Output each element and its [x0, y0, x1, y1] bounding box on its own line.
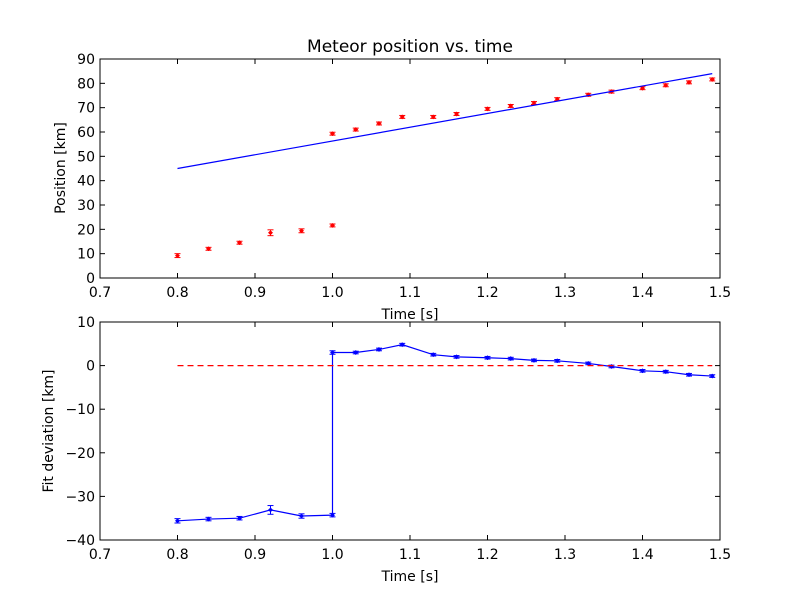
data-point — [430, 352, 436, 358]
data-point — [531, 357, 537, 363]
chart-title: Meteor position vs. time — [307, 37, 513, 57]
x-tick-label: 1.0 — [321, 285, 343, 301]
data-point — [174, 518, 181, 524]
y-tick-label: 0 — [86, 359, 95, 375]
data-point — [484, 106, 491, 112]
x-tick-label: 0.7 — [89, 285, 111, 301]
x-tick-label: 1.2 — [476, 547, 498, 563]
y-tick-label: −10 — [65, 402, 95, 418]
y-tick-label: 20 — [77, 222, 95, 238]
data-point — [639, 368, 646, 374]
x-tick-label: 0.9 — [244, 547, 266, 563]
data-point — [329, 512, 336, 518]
data-point — [453, 354, 460, 360]
x-tick-label: 0.8 — [166, 547, 188, 563]
y-tick-label: 70 — [77, 101, 95, 117]
data-point — [376, 346, 382, 353]
x-tick-label: 1.4 — [631, 547, 653, 563]
y-tick-label: 50 — [77, 149, 95, 165]
x-tick-label: 0.7 — [89, 547, 111, 563]
x-axis-label: Time [s] — [381, 307, 439, 323]
plot-marks — [174, 73, 716, 259]
x-tick-label: 0.9 — [244, 285, 266, 301]
data-point — [236, 240, 243, 246]
x-tick-label: 1.5 — [709, 285, 731, 301]
axis-ticks: 0.7 0.8 0.9 1.0 1.1 1.2 1.3 1.4 1.5 −40 −30 −20 −10 0… — [65, 315, 731, 563]
data-point — [484, 355, 491, 361]
y-tick-label: 10 — [77, 247, 95, 263]
data-point — [663, 369, 669, 375]
y-tick-label: 80 — [77, 76, 95, 92]
y-tick-label: −20 — [65, 446, 95, 462]
data-point — [453, 111, 460, 117]
data-point — [353, 349, 359, 356]
y-tick-label: 40 — [77, 174, 95, 190]
data-point — [267, 507, 274, 513]
plot-marks — [174, 342, 716, 524]
data-point — [174, 253, 181, 259]
data-point — [399, 114, 405, 120]
data-point — [298, 513, 305, 519]
axis-ticks: 0.7 0.8 0.9 1.0 1.1 1.2 1.3 1.4 1.5 0 10 20 30 40 50 60… — [77, 52, 731, 301]
y-tick-label: −30 — [65, 489, 95, 505]
data-point — [399, 342, 405, 348]
data-point — [554, 358, 560, 364]
x-tick-label: 1.4 — [631, 285, 653, 301]
data-point — [329, 222, 336, 228]
deviation-plot: Time [s] Fit deviation [km] 0.7 0.8 0.9 1.0… — [41, 315, 731, 585]
data-point — [267, 230, 274, 236]
data-point — [709, 76, 715, 82]
data-point — [686, 79, 692, 85]
x-tick-label: 0.8 — [166, 285, 188, 301]
data-point — [686, 372, 692, 378]
y-axis-label: Fit deviation [km] — [41, 369, 57, 492]
x-tick-label: 1.1 — [399, 285, 421, 301]
x-tick-label: 1.3 — [554, 547, 576, 563]
y-tick-label: 60 — [77, 125, 95, 141]
x-tick-label: 1.5 — [709, 547, 731, 563]
data-point — [376, 120, 382, 127]
data-point — [329, 349, 336, 356]
x-axis-label: Time [s] — [381, 569, 439, 585]
data-point — [709, 373, 715, 379]
data-point — [508, 356, 514, 362]
y-tick-label: 30 — [77, 198, 95, 214]
x-tick-label: 1.0 — [321, 547, 343, 563]
data-point — [508, 103, 514, 109]
data-point — [663, 82, 669, 88]
x-tick-label: 1.3 — [554, 285, 576, 301]
position-plot: Meteor position vs. time Time [s] Positi… — [53, 37, 731, 323]
y-tick-label: 90 — [77, 52, 95, 68]
x-tick-label: 1.2 — [476, 285, 498, 301]
deviation-line — [177, 344, 713, 522]
data-point — [298, 228, 305, 234]
data-point — [205, 246, 212, 252]
y-tick-label: −40 — [65, 533, 95, 549]
data-point — [329, 131, 336, 137]
data-point — [430, 114, 436, 120]
data-point — [236, 515, 243, 521]
data-point — [639, 85, 646, 91]
data-point — [205, 516, 212, 522]
x-tick-label: 1.1 — [399, 547, 421, 563]
fit-line — [177, 73, 713, 170]
data-point — [353, 127, 359, 133]
y-tick-label: 0 — [86, 271, 95, 287]
y-tick-label: 10 — [77, 315, 95, 331]
y-axis-label: Position [km] — [53, 122, 69, 214]
